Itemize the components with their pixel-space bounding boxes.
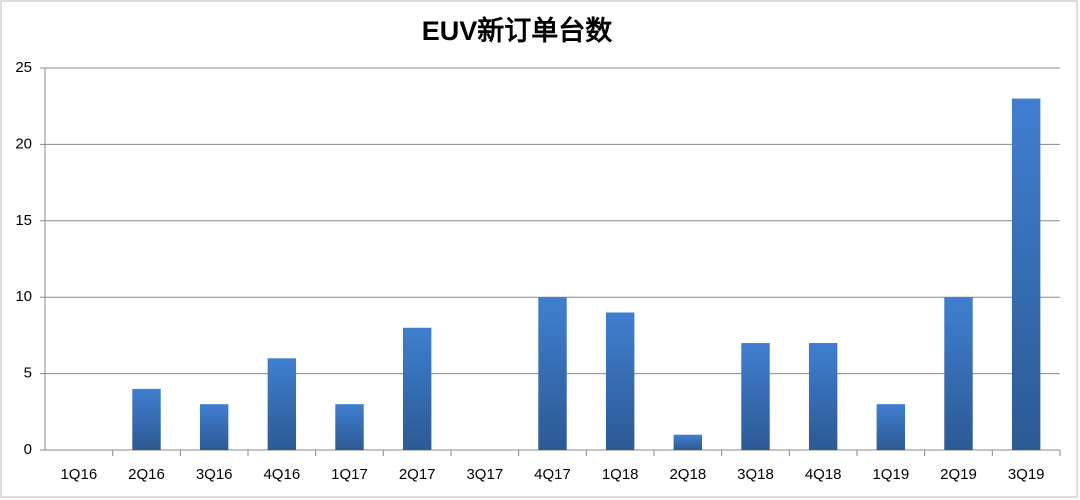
bar — [808, 343, 838, 450]
x-tick-label: 2Q19 — [940, 466, 977, 483]
x-tick-label: 3Q19 — [1008, 466, 1045, 483]
bar — [605, 312, 635, 450]
x-tick-label: 3Q16 — [196, 466, 233, 483]
bar — [335, 404, 364, 450]
x-tick-label: 3Q17 — [466, 466, 503, 483]
bar — [673, 434, 703, 450]
bar — [876, 404, 906, 450]
y-tick-label: 5 — [24, 365, 32, 382]
chart-title: EUV新订单台数 — [422, 15, 614, 46]
y-tick-label: 20 — [15, 135, 32, 152]
x-tick-label: 4Q18 — [805, 466, 842, 483]
x-tick-label: 4Q16 — [263, 466, 300, 483]
x-tick-label: 2Q17 — [399, 466, 436, 483]
bar — [741, 343, 770, 450]
bar — [132, 388, 161, 450]
bar — [199, 404, 229, 450]
bar — [1011, 98, 1041, 450]
y-tick-label: 0 — [24, 441, 32, 458]
x-tick-label: 4Q17 — [534, 466, 571, 483]
y-tick-label: 10 — [15, 288, 32, 305]
x-tick-label: 3Q18 — [737, 466, 774, 483]
x-tick-label: 1Q19 — [872, 466, 909, 483]
y-tick-label: 15 — [15, 212, 32, 229]
x-tick-label: 2Q18 — [669, 466, 706, 483]
x-tick-label: 2Q16 — [128, 466, 165, 483]
x-tick-label: 1Q18 — [602, 466, 639, 483]
y-tick-label: 25 — [15, 59, 32, 76]
bar — [538, 297, 567, 450]
bar — [944, 297, 973, 450]
x-tick-label: 1Q17 — [331, 466, 368, 483]
bar — [267, 358, 297, 450]
x-tick-label: 1Q16 — [60, 466, 97, 483]
bar — [402, 327, 432, 450]
